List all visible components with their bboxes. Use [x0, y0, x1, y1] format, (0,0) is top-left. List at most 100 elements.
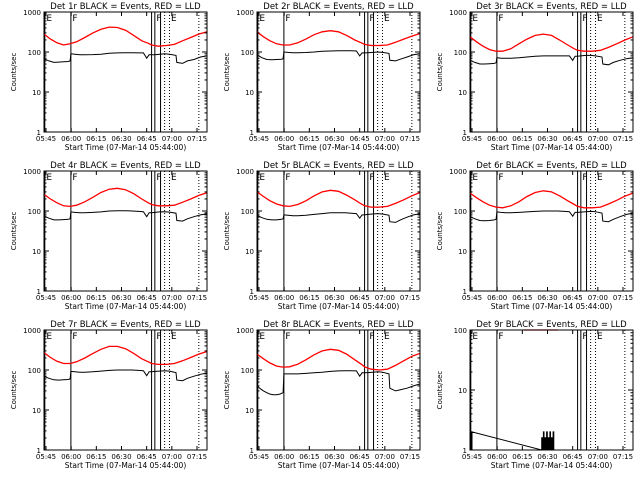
y-tick-label: 100	[241, 49, 254, 57]
x-tick-label: 05:45	[462, 135, 482, 143]
y-tick-label: 100	[241, 208, 254, 216]
marker-label: E	[384, 14, 390, 24]
plot-frame	[469, 329, 634, 451]
x-tick-label: 06:30	[537, 453, 557, 461]
x-tick-label: 07:15	[400, 294, 420, 302]
y-tick-label: 1	[463, 288, 467, 296]
marker-label: F	[285, 14, 290, 24]
x-tick-label: 07:00	[588, 135, 608, 143]
x-tick-label: 06:00	[274, 294, 294, 302]
y-tick-label: 1	[250, 288, 254, 296]
marker-label: F	[498, 173, 503, 183]
marker-label: F	[72, 332, 77, 342]
y-tick-label: 100	[28, 208, 41, 216]
series-line-events	[256, 212, 421, 223]
x-tick-label: 06:45	[350, 453, 370, 461]
y-tick-label: 10	[245, 407, 254, 415]
series-line-lld	[256, 189, 421, 208]
x-tick-label: 07:00	[162, 453, 182, 461]
x-axis-label: Start Time (07-Mar-14 05:44:00)	[65, 461, 187, 470]
x-axis-label: Start Time (07-Mar-14 05:44:00)	[65, 302, 187, 311]
panel-title: Det 6r BLACK = Events, RED = LLD	[476, 161, 627, 171]
y-tick-label: 1000	[236, 327, 254, 335]
marker-label: F	[369, 14, 374, 24]
x-tick-label: 05:45	[249, 294, 269, 302]
series-line-lld	[256, 30, 421, 47]
y-tick-label: 1000	[236, 168, 254, 176]
panel-title: Det 4r BLACK = Events, RED = LLD	[50, 161, 201, 171]
marker-label: F	[285, 332, 290, 342]
x-axis-label: Start Time (07-Mar-14 05:44:00)	[491, 302, 613, 311]
x-tick-label: 06:45	[563, 453, 583, 461]
marker-label: F	[72, 14, 77, 24]
x-tick-label: 06:30	[324, 135, 344, 143]
marker-label: F	[156, 173, 161, 183]
x-tick-label: 05:45	[36, 294, 56, 302]
x-tick-label: 06:45	[137, 453, 157, 461]
series-line-events	[256, 50, 421, 62]
y-tick-label: 100	[28, 49, 41, 57]
plot-frame	[256, 11, 421, 133]
y-tick-label: 10	[32, 407, 41, 415]
y-axis-label: Counts/sec	[436, 371, 444, 410]
marker-label: F	[582, 14, 587, 24]
x-tick-label: 06:45	[350, 135, 370, 143]
marker-label: E	[171, 14, 177, 24]
x-tick-label: 06:30	[111, 135, 131, 143]
y-tick-label: 1000	[23, 168, 41, 176]
y-axis-label: Counts/sec	[436, 212, 444, 251]
y-tick-label: 100	[28, 367, 41, 375]
x-tick-label: 07:00	[162, 135, 182, 143]
y-tick-label: 10	[32, 89, 41, 97]
y-axis-label: Counts/sec	[10, 371, 18, 410]
x-tick-label: 07:15	[187, 135, 207, 143]
x-tick-label: 05:45	[462, 453, 482, 461]
marker-label: E	[259, 14, 265, 24]
x-axis-label: Start Time (07-Mar-14 05:44:00)	[278, 302, 400, 311]
y-axis-label: Counts/sec	[10, 53, 18, 92]
x-tick-label: 06:00	[61, 135, 81, 143]
series-line-events	[43, 210, 208, 222]
x-tick-label: 06:30	[111, 294, 131, 302]
y-tick-label: 1	[463, 129, 467, 137]
x-tick-label: 06:45	[350, 294, 370, 302]
marker-label: F	[498, 14, 503, 24]
marker-label: E	[472, 14, 478, 24]
x-tick-label: 06:30	[111, 453, 131, 461]
marker-label: E	[171, 173, 177, 183]
x-axis-label: Start Time (07-Mar-14 05:44:00)	[278, 461, 400, 470]
series-line-lld	[43, 345, 208, 366]
marker-label: E	[597, 173, 603, 183]
y-tick-label: 10	[245, 248, 254, 256]
x-tick-label: 07:15	[613, 453, 633, 461]
panel-title: Det 7r BLACK = Events, RED = LLD	[50, 320, 201, 330]
marker-label: E	[46, 173, 52, 183]
x-tick-label: 05:45	[249, 453, 269, 461]
marker-label: F	[72, 173, 77, 183]
series-line-lld	[43, 26, 208, 47]
x-tick-label: 06:00	[487, 453, 507, 461]
y-tick-label: 10	[245, 89, 254, 97]
x-tick-label: 06:30	[324, 453, 344, 461]
marker-label: F	[369, 332, 374, 342]
x-tick-label: 06:45	[563, 294, 583, 302]
plot-frame	[469, 170, 634, 292]
x-tick-label: 07:15	[400, 135, 420, 143]
x-tick-label: 05:45	[36, 135, 56, 143]
x-tick-label: 06:00	[487, 135, 507, 143]
x-tick-label: 06:15	[86, 453, 106, 461]
y-tick-label: 100	[454, 327, 467, 335]
plot-frame	[256, 329, 421, 451]
marker-label: E	[597, 332, 603, 342]
x-tick-label: 06:15	[512, 453, 532, 461]
y-tick-label: 1000	[449, 9, 467, 17]
y-tick-label: 1	[37, 447, 41, 455]
x-tick-label: 06:00	[61, 294, 81, 302]
y-tick-label: 1	[463, 447, 467, 455]
